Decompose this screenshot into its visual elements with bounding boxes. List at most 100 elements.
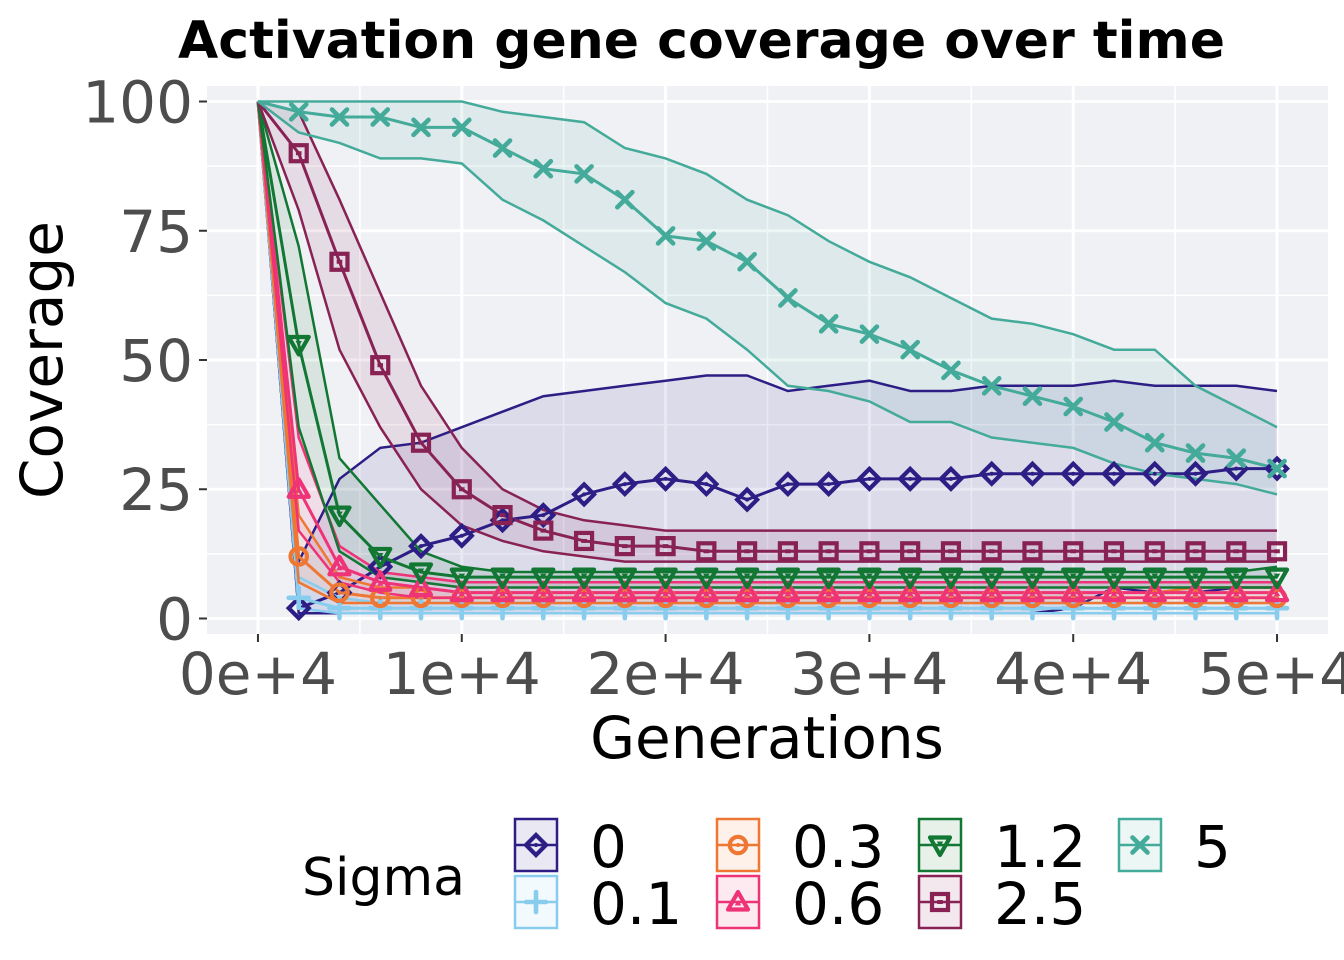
marker-sigma-0.6-16-dot [947, 590, 955, 597]
marker-sigma-5-13 [818, 314, 839, 334]
marker-sigma-0.6-4-dot [458, 590, 465, 597]
marker-sigma-0.6-24-dot [1273, 590, 1281, 597]
marker-sigma-0.6-12 [775, 580, 800, 603]
marker-sigma-0.6-12-dot [784, 590, 792, 597]
y-axis: 0 25 50 75 100 [82, 69, 207, 653]
y-tick-label-2: 50 [119, 327, 193, 395]
legend-label: 5 [1194, 813, 1231, 881]
legend-marker-sigma-0.6-dot [734, 900, 742, 906]
band-sigma-0 [258, 101, 1277, 614]
legend-label: 1.2 [994, 813, 1086, 881]
series-markers [285, 102, 1291, 622]
marker-sigma-2.5-17 [981, 541, 1002, 562]
marker-sigma-2.5-9 [655, 536, 676, 557]
x-tick-label-3: 3e+4 [790, 640, 948, 708]
marker-sigma-1.2-1 [327, 505, 352, 528]
marker-sigma-2.5-10-dot [703, 549, 710, 554]
marker-sigma-0-18 [1019, 460, 1046, 487]
marker-sigma-0.6-20 [1101, 580, 1127, 603]
marker-sigma-1.2-3-dot [417, 568, 425, 574]
legend-marker-sigma-0.3-dot [736, 843, 740, 847]
marker-sigma-2.5-13 [818, 541, 839, 562]
marker-sigma-1.2-24-dot [1273, 573, 1281, 580]
marker-sigma-1.2-14-dot [866, 573, 873, 580]
marker-sigma-1.2-16-dot [947, 573, 955, 580]
marker-sigma-0-13-dot [826, 482, 831, 487]
marker-sigma-2.5-0 [288, 143, 309, 164]
marker-sigma-0.6-1-dot [336, 564, 343, 571]
marker-sigma-1.2-8 [612, 567, 637, 590]
y-axis-title: Coverage [8, 221, 76, 499]
band-sigma-1.2 [258, 101, 1277, 588]
marker-sigma-2.5-23-dot [1233, 549, 1240, 554]
marker-sigma-1.2-12 [775, 567, 800, 590]
marker-sigma-0.6-2 [368, 570, 393, 592]
legend-marker-sigma-1.2 [927, 835, 953, 858]
marker-sigma-0-2 [367, 553, 394, 580]
marker-sigma-0.6-17 [979, 580, 1004, 603]
marker-sigma-1.2-18 [1020, 567, 1045, 590]
marker-sigma-2.5-8-dot [622, 544, 628, 549]
marker-sigma-1.2-3 [408, 562, 434, 585]
legend-marker-sigma-0-dot [534, 843, 538, 847]
legend-label: 0 [590, 813, 627, 881]
marker-sigma-0.6-19 [1061, 580, 1086, 603]
legend-label: 0.6 [792, 870, 884, 938]
marker-sigma-1.2-2-dot [377, 552, 384, 559]
marker-sigma-2.5-20 [1103, 541, 1125, 562]
marker-sigma-0.6-22-dot [1192, 590, 1199, 597]
marker-sigma-0.6-21-dot [1151, 590, 1158, 597]
marker-sigma-0.6-11 [735, 580, 760, 603]
legend-marker-sigma-0.1 [523, 889, 549, 915]
marker-sigma-0-12 [774, 471, 801, 498]
marker-sigma-0-18-dot [1030, 471, 1035, 476]
marker-sigma-0-3 [408, 533, 434, 560]
x-tick-label-1: 1e+4 [383, 640, 541, 708]
marker-sigma-2.5-2-dot [377, 363, 384, 368]
marker-sigma-0.6-10-dot [703, 590, 710, 597]
marker-sigma-0-24 [1264, 455, 1291, 482]
marker-sigma-1.2-20-dot [1110, 573, 1118, 580]
marker-sigma-0-15-dot [908, 476, 913, 481]
marker-sigma-5-16 [941, 360, 961, 381]
legend-item-sigma-0: 0 [513, 813, 627, 881]
marker-sigma-5-0 [288, 102, 309, 122]
marker-sigma-0-20-dot [1111, 471, 1116, 476]
marker-sigma-0-6-dot [541, 513, 546, 518]
marker-sigma-1.2-21 [1142, 567, 1167, 590]
marker-sigma-1.2-7 [571, 567, 597, 590]
marker-sigma-1.2-16 [938, 567, 964, 590]
marker-sigma-0.6-7 [571, 580, 597, 603]
marker-sigma-0-4 [448, 522, 475, 549]
marker-sigma-0-13 [815, 471, 842, 498]
marker-sigma-0-23-dot [1234, 466, 1239, 471]
legend-item-sigma-0.1: 0.1 [513, 870, 682, 938]
marker-sigma-0-21 [1141, 460, 1168, 487]
marker-sigma-2.5-2 [370, 355, 391, 376]
legend-item-sigma-0.6: 0.6 [715, 870, 884, 938]
marker-sigma-0-19 [1060, 460, 1087, 487]
marker-sigma-5-20 [1104, 412, 1124, 432]
marker-sigma-1.2-7-dot [580, 573, 588, 580]
marker-sigma-2.5-1 [329, 251, 350, 272]
legend-marker-sigma-2.5-dot [937, 900, 943, 904]
legend-marker-sigma-0.6 [725, 889, 751, 912]
marker-sigma-0-16 [937, 465, 964, 492]
marker-sigma-2.5-6-dot [540, 528, 547, 533]
marker-sigma-2.5-9-dot [662, 544, 669, 549]
marker-sigma-0.6-21 [1142, 580, 1167, 603]
marker-sigma-2.5-11-dot [744, 549, 750, 554]
marker-sigma-0.6-2-dot [377, 580, 384, 586]
marker-sigma-0-4-dot [459, 533, 464, 538]
marker-sigma-0.6-4 [449, 580, 474, 603]
marker-sigma-0.6-8-dot [621, 590, 629, 597]
upper-line-sigma-0.6 [256, 101, 1277, 584]
marker-sigma-0-8 [611, 471, 638, 498]
marker-sigma-1.2-14 [857, 567, 882, 590]
marker-sigma-0-0 [285, 595, 312, 622]
marker-sigma-0-6 [530, 502, 557, 529]
marker-sigma-0.6-9 [653, 580, 678, 603]
marker-sigma-2.5-0-dot [295, 151, 302, 156]
marker-sigma-1.2-15-dot [906, 573, 914, 580]
marker-sigma-1.2-6-dot [540, 573, 547, 580]
